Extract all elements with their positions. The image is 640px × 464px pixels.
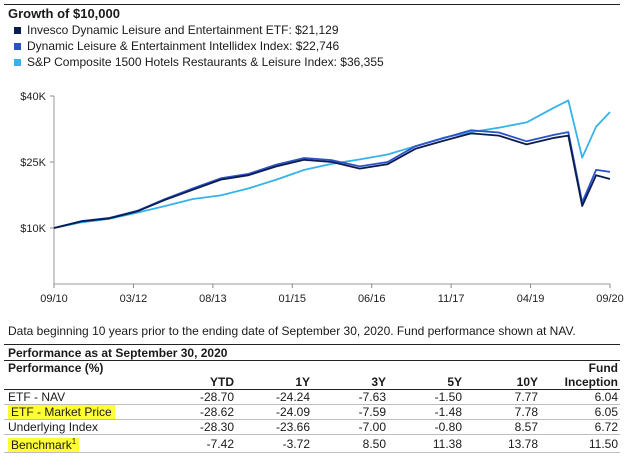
legend-label-etf: Invesco Dynamic Leisure and Entertainmen…: [27, 23, 339, 37]
row-label-highlighted: Benchmark1: [4, 434, 142, 453]
legend-item-intellidex: Dynamic Leisure & Entertainment Intellid…: [14, 38, 384, 54]
legend-swatch-etf: [14, 26, 21, 34]
table-cell: 8.50: [312, 434, 388, 453]
legend-label-intellidex: Dynamic Leisure & Entertainment Intellid…: [27, 39, 340, 53]
table-cell: -7.63: [312, 389, 388, 405]
highlighted-label: Benchmark1: [8, 437, 80, 452]
x-tick-label: 01/15: [279, 293, 307, 305]
legend-label-sp1500: S&P Composite 1500 Hotels Restaurants & …: [27, 55, 384, 69]
x-tick-label: 03/12: [120, 293, 148, 305]
column-header-fund: Fund: [540, 360, 620, 375]
legend-swatch-intellidex: [14, 42, 21, 50]
row-label: Underlying Index: [4, 419, 142, 435]
table-cell: -7.00: [312, 419, 388, 435]
series-line-sp1500: [53, 99, 611, 229]
table-cell: -24.24: [236, 389, 312, 405]
series-line-etf: [53, 132, 611, 229]
table-cell: 6.72: [540, 419, 620, 435]
x-tick-label: 11/17: [438, 293, 465, 305]
column-header-10y: 10Y: [464, 375, 540, 390]
column-header-inception: Inception: [540, 375, 620, 390]
table-cell: -24.09: [236, 404, 312, 420]
table-header-row-1: Performance (%) Fund: [4, 360, 620, 375]
table-cell: 13.78: [464, 434, 540, 453]
table-row: Benchmark1 -7.42 -3.72 8.50 11.38 13.78 …: [4, 434, 620, 453]
row-label: ETF - NAV: [4, 389, 142, 405]
table-cell: -3.72: [236, 434, 312, 453]
table-cell: -28.70: [142, 389, 236, 405]
legend-item-etf: Invesco Dynamic Leisure and Entertainmen…: [14, 22, 384, 38]
table-row: ETF - NAV -28.70 -24.24 -7.63 -1.50 7.77…: [4, 389, 620, 405]
x-tick-label: 04/19: [517, 293, 545, 305]
title-rule: [4, 4, 620, 5]
row-label-highlighted: ETF - Market Price: [4, 404, 142, 420]
legend-swatch-sp1500: [14, 58, 21, 66]
table-cell: -1.50: [388, 389, 464, 405]
y-tick-label: $25K: [20, 157, 46, 169]
chart-title: Growth of $10,000: [8, 6, 120, 21]
table-cell: -1.48: [388, 404, 464, 420]
table-cell: 6.05: [540, 404, 620, 420]
performance-title: Performance as at September 30, 2020: [8, 346, 228, 360]
table-cell: -7.42: [142, 434, 236, 453]
growth-line-chart: $10K $25K $40K 09/10 03/12 08/13 01/15 06/16 11/…: [20, 91, 624, 305]
x-tick-label: 09/10: [40, 293, 68, 305]
column-header-3y: 3Y: [312, 375, 388, 390]
performance-title-rule: [4, 344, 620, 345]
x-tick-label: 08/13: [199, 293, 227, 305]
table-cell: -28.30: [142, 419, 236, 435]
chart-legend: Invesco Dynamic Leisure and Entertainmen…: [14, 22, 384, 70]
table-cell: 6.04: [540, 389, 620, 405]
column-header-1y: 1Y: [236, 375, 312, 390]
table-cell: 11.38: [388, 434, 464, 453]
table-cell: -23.66: [236, 419, 312, 435]
column-header-ytd: YTD: [142, 375, 236, 390]
legend-item-sp1500: S&P Composite 1500 Hotels Restaurants & …: [14, 54, 384, 70]
highlighted-label: ETF - Market Price: [8, 405, 115, 419]
chart-footnote: Data beginning 10 years prior to the end…: [8, 324, 576, 338]
y-tick-label: $10K: [20, 223, 46, 235]
x-tick-label: 06/16: [358, 293, 386, 305]
y-tick-label: $40K: [20, 91, 46, 103]
table-row: Underlying Index -28.30 -23.66 -7.00 -0.…: [4, 419, 620, 435]
table-header-row-2: YTD 1Y 3Y 5Y 10Y Inception: [4, 375, 620, 390]
table-row: ETF - Market Price -28.62 -24.09 -7.59 -…: [4, 404, 620, 420]
x-tick-label: 09/20: [596, 293, 624, 305]
table-cell: 7.78: [464, 404, 540, 420]
footnote-marker: 1: [71, 437, 77, 446]
table-cell: 11.50: [540, 434, 620, 453]
table-cell: 8.57: [464, 419, 540, 435]
column-header-5y: 5Y: [388, 375, 464, 390]
table-cell: -7.59: [312, 404, 388, 420]
table-cell: 7.77: [464, 389, 540, 405]
performance-table: Performance (%) Fund YTD 1Y 3Y 5Y 10Y In…: [4, 360, 620, 453]
table-header-label: Performance (%): [4, 360, 142, 375]
table-cell: -28.62: [142, 404, 236, 420]
table-cell: -0.80: [388, 419, 464, 435]
